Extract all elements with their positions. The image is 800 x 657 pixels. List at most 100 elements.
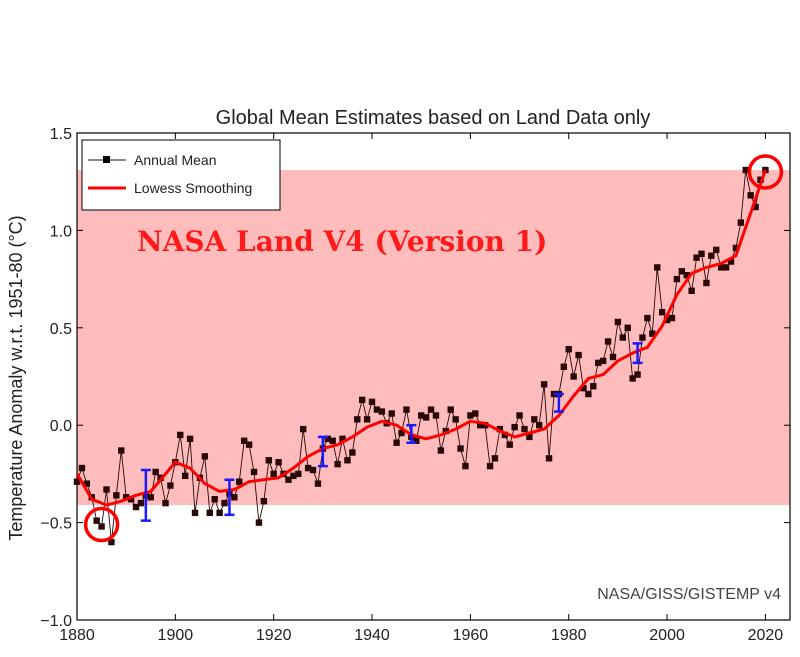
annual-mean-point (570, 373, 577, 380)
annual-mean-point (614, 318, 622, 326)
annual-mean-point (545, 455, 553, 462)
y-axis-label: Temperature Anomaly w.r.t. 1951-80 (°C) (6, 215, 26, 540)
legend: Annual Mean Lowess Smoothing (81, 139, 281, 211)
annual-mean-point (491, 455, 499, 462)
annual-mean-point (663, 316, 671, 324)
annual-mean-point (339, 435, 346, 443)
annual-mean-point (604, 338, 612, 345)
x-tick-label: 2020 (748, 627, 784, 644)
annual-mean-point (388, 410, 395, 417)
annual-mean-point (418, 412, 425, 419)
annual-mean-point (678, 268, 686, 275)
plot-area: 1880 1900 1920 1940 1960 1980 2000 2020 −1.0 −0.5… (40, 126, 791, 644)
annual-mean-point (536, 422, 543, 429)
x-tick-label: 1920 (256, 627, 292, 644)
y-tick-label: −1.0 (40, 613, 72, 630)
annual-mean-point (432, 412, 440, 419)
annual-mean-point (599, 357, 607, 365)
annual-mean-point (329, 437, 336, 444)
annual-mean-point (481, 422, 489, 429)
annual-mean-point (521, 425, 528, 433)
annual-mean-point (732, 244, 740, 252)
annual-mean-point (236, 478, 243, 485)
annual-mean-point (595, 359, 602, 367)
annual-mean-point (245, 441, 253, 448)
annual-mean-point (717, 264, 725, 271)
annual-mean-point (747, 192, 754, 199)
annual-mean-point (285, 476, 292, 483)
annual-mean-point (526, 433, 533, 441)
y-tick-label: 1.5 (50, 126, 72, 143)
annual-mean-point (221, 499, 228, 507)
annual-mean-point (708, 252, 715, 259)
annual-mean-point (462, 462, 469, 470)
x-tick-label: 1900 (158, 627, 194, 644)
annual-mean-point (275, 459, 282, 466)
annual-mean-point (265, 457, 272, 464)
annual-mean-point (727, 258, 735, 265)
annual-mean-point (240, 437, 248, 444)
annual-mean-point (472, 410, 479, 417)
annual-mean-point (649, 330, 656, 337)
annual-mean-point (373, 406, 381, 413)
annual-mean-point (467, 412, 474, 419)
annual-mean-point (688, 287, 695, 294)
annual-mean-point (658, 309, 666, 316)
legend-lowess-label: Lowess Smoothing (134, 180, 252, 196)
x-tick-label: 2000 (649, 627, 685, 644)
annual-mean-point (260, 497, 268, 505)
annual-mean-point (668, 314, 676, 322)
annual-mean-point (299, 425, 307, 433)
annual-mean-point (132, 503, 140, 511)
annual-mean-point (698, 250, 705, 257)
annual-mean-point (752, 203, 759, 211)
annual-mean-point (201, 453, 209, 460)
annual-mean-point (191, 509, 199, 517)
annual-mean-point (186, 435, 194, 443)
annual-mean-point (177, 431, 184, 439)
annual-mean-point (413, 437, 420, 444)
annual-mean-point (295, 470, 302, 478)
annual-mean-point (654, 264, 661, 271)
annual-mean-point (496, 425, 504, 433)
annual-mean-point (122, 494, 130, 501)
y-tick-label: −0.5 (40, 516, 72, 533)
annual-mean-point (118, 447, 125, 454)
chart-title: Global Mean Estimates based on Land Data… (216, 107, 651, 129)
legend-annual-marker (103, 156, 110, 163)
annual-mean-point (290, 472, 297, 480)
chart-annotation: NASA Land V4 (Version 1) (137, 225, 547, 258)
annual-mean-point (393, 439, 400, 446)
annual-mean-point (477, 422, 484, 429)
x-tick-label: 1980 (551, 627, 587, 644)
highlight-circle (83, 506, 120, 543)
annual-mean-point (83, 480, 91, 487)
annual-mean-point (673, 275, 681, 283)
annual-mean-point (270, 470, 277, 478)
annual-mean-point (457, 445, 464, 452)
legend-annual-label: Annual Mean (134, 152, 217, 168)
annual-mean-point (181, 472, 189, 480)
annual-mean-point (211, 496, 218, 503)
annual-mean-point (324, 435, 331, 443)
x-tick-label: 1960 (453, 627, 489, 644)
annual-mean-point (540, 381, 548, 388)
annual-mean-point (349, 449, 356, 456)
annual-mean-point (378, 408, 386, 415)
annual-mean-point (137, 499, 145, 507)
annual-mean-point (314, 480, 322, 487)
annual-mean-point (304, 464, 312, 472)
annual-mean-point (565, 346, 572, 353)
y-tick-label: 0.0 (50, 418, 72, 435)
annual-mean-point (506, 441, 513, 448)
annual-mean-point (590, 383, 597, 390)
annual-mean-point (250, 468, 258, 476)
annual-mean-point (78, 464, 86, 472)
annual-mean-point (737, 219, 745, 226)
y-tick-label: 0.5 (50, 321, 72, 338)
annual-mean-point (447, 406, 454, 413)
annual-mean-point (722, 264, 730, 271)
plot-frame (76, 132, 791, 621)
legend-box (81, 139, 281, 211)
